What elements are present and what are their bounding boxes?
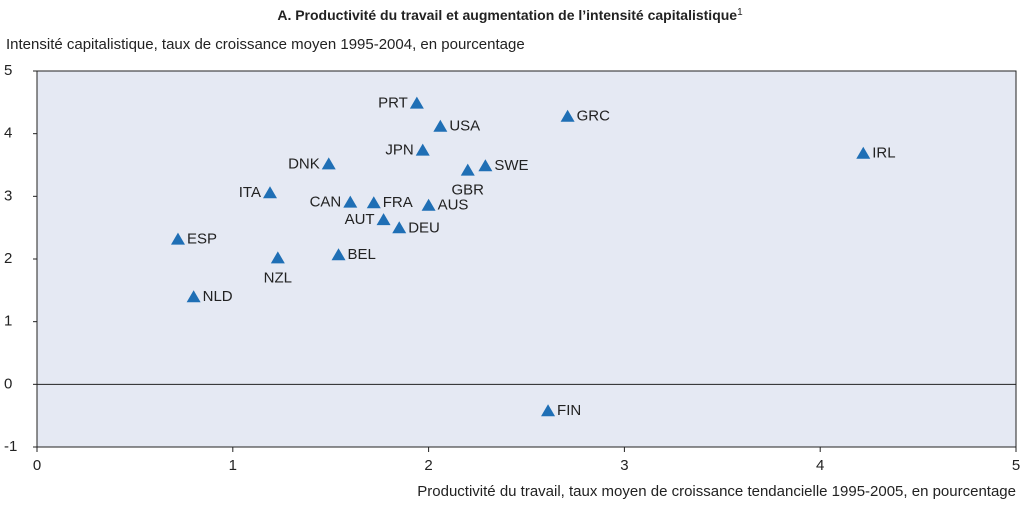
point-label: PRT bbox=[378, 95, 408, 112]
marker bbox=[433, 119, 448, 132]
point-label: JPN bbox=[385, 142, 413, 159]
marker bbox=[392, 221, 407, 234]
chart-title: A. Productivité du travail et augmentati… bbox=[277, 7, 743, 23]
marker bbox=[376, 213, 391, 226]
marker bbox=[460, 163, 475, 176]
y-tick-label: 1 bbox=[4, 313, 12, 330]
point-label: IRL bbox=[872, 145, 895, 162]
x-tick-label: 1 bbox=[229, 457, 237, 474]
x-axis-label: Productivité du travail, taux moyen de c… bbox=[417, 483, 1016, 500]
y-tick-label: 2 bbox=[4, 250, 12, 267]
point-label: FRA bbox=[383, 194, 413, 211]
marker bbox=[170, 232, 185, 245]
marker bbox=[856, 146, 871, 159]
title-text: A. Productivité du travail et augmentati… bbox=[277, 7, 737, 23]
point-label: DNK bbox=[288, 155, 320, 172]
x-tick-label: 2 bbox=[424, 457, 432, 474]
marker bbox=[270, 251, 285, 264]
y-tick-label: -1 bbox=[4, 438, 17, 455]
marker bbox=[560, 109, 575, 122]
y-tick-label: 5 bbox=[4, 62, 12, 79]
point-label: GRC bbox=[577, 108, 611, 125]
point-label: SWE bbox=[494, 157, 528, 174]
marker bbox=[421, 198, 436, 211]
y-tick-label: 3 bbox=[4, 187, 12, 204]
title-note: 1 bbox=[737, 7, 743, 18]
point-label: ESP bbox=[187, 231, 217, 248]
x-tick-label: 3 bbox=[620, 457, 628, 474]
marker bbox=[478, 159, 493, 172]
y-tick-label: 4 bbox=[4, 125, 12, 142]
x-tick-label: 5 bbox=[1012, 457, 1020, 474]
point-label: CAN bbox=[310, 194, 342, 211]
point-label: NLD bbox=[203, 288, 233, 305]
point-label: GBR bbox=[452, 182, 485, 199]
marker bbox=[186, 290, 201, 303]
marker bbox=[415, 143, 430, 156]
y-axis-label: Intensité capitalistique, taux de croiss… bbox=[6, 36, 525, 53]
marker bbox=[366, 196, 381, 209]
x-tick-label: 4 bbox=[816, 457, 824, 474]
marker bbox=[541, 404, 556, 417]
point-label: FIN bbox=[557, 402, 581, 419]
marker bbox=[409, 96, 424, 109]
point-label: AUT bbox=[345, 211, 375, 228]
y-tick-label: 0 bbox=[4, 375, 12, 392]
point-label: DEU bbox=[408, 219, 440, 236]
point-label: ITA bbox=[239, 184, 261, 201]
point-label: BEL bbox=[348, 246, 376, 263]
marker bbox=[331, 248, 346, 261]
point-label: USA bbox=[449, 118, 480, 135]
plot-area bbox=[36, 70, 1017, 448]
point-label: NZL bbox=[264, 269, 292, 286]
point-label: AUS bbox=[438, 197, 469, 214]
marker bbox=[263, 186, 278, 199]
marker bbox=[321, 157, 336, 170]
marker bbox=[343, 195, 358, 208]
x-tick-label: 0 bbox=[33, 457, 41, 474]
